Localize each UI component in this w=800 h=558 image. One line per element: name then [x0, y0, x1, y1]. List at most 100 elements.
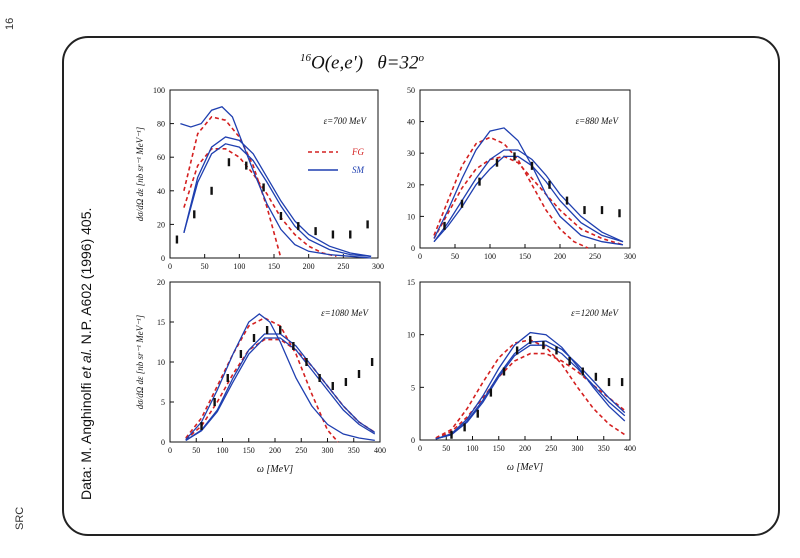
slide-frame [62, 36, 780, 536]
data-point [489, 388, 493, 397]
data-point [450, 430, 453, 439]
x-tick-label: 250 [589, 252, 601, 261]
data-point [583, 206, 586, 215]
x-tick-label: 200 [269, 446, 281, 455]
data-point [463, 423, 466, 432]
sm-curve [185, 333, 376, 441]
fg-curve [185, 317, 339, 443]
sm-curve [183, 143, 372, 257]
data-point [529, 335, 532, 344]
y-tick-label: 50 [407, 86, 415, 95]
y-tick-label: 20 [157, 220, 165, 229]
data-point [620, 378, 624, 387]
data-point [530, 161, 534, 170]
data-point [594, 372, 598, 381]
y-tick-label: 15 [407, 278, 415, 287]
x-tick-label: 200 [519, 444, 531, 453]
panel-2-frame [419, 89, 631, 249]
data-point [227, 158, 231, 167]
y-axis-label: dσ/dΩ dε [nb sr⁻¹ MeV⁻¹] [135, 126, 145, 221]
data-point [565, 196, 569, 205]
data-point [262, 183, 265, 192]
data-point [279, 326, 282, 334]
angle-degree: o [418, 52, 424, 64]
data-point [297, 222, 300, 231]
x-tick-label: 150 [493, 444, 505, 453]
fg-curve [183, 116, 282, 259]
x-tick-label: 150 [243, 446, 255, 455]
data-point [331, 382, 334, 390]
data-point [555, 346, 558, 355]
y-tick-label: 10 [407, 212, 415, 221]
energy-label: ε=700 MeV [324, 116, 368, 126]
data-point [213, 398, 216, 406]
x-tick-label: 300 [372, 262, 384, 271]
x-tick-label: 200 [554, 252, 566, 261]
x-tick-label: 300 [572, 444, 584, 453]
data-point [210, 186, 213, 195]
energy-label: ε=1080 MeV [321, 308, 369, 318]
angle: θ=32 [377, 52, 419, 74]
data-point [239, 350, 243, 358]
x-tick-label: 100 [484, 252, 496, 261]
sm-curve [433, 127, 624, 246]
x-tick-label: 100 [233, 262, 245, 271]
energy-label: ε=1200 MeV [571, 308, 619, 318]
y-tick-label: 0 [161, 254, 165, 263]
data-point [305, 358, 308, 366]
y-tick-label: 10 [157, 358, 165, 367]
y-tick-label: 0 [411, 436, 415, 445]
x-tick-label: 100 [217, 446, 229, 455]
data-point [349, 230, 352, 239]
x-tick-label: 50 [201, 262, 209, 271]
legend-sm-label: SM [352, 165, 365, 175]
y-tick-label: 20 [407, 181, 415, 190]
sm-curve [435, 331, 626, 440]
x-tick-label: 350 [348, 446, 360, 455]
x-tick-label: 150 [519, 252, 531, 261]
y-tick-label: 5 [411, 383, 415, 392]
x-tick-label: 300 [322, 446, 334, 455]
fg-curve [183, 148, 337, 258]
panel-4-frame [419, 281, 631, 441]
data-point [200, 422, 203, 430]
sm-curve [183, 136, 372, 257]
data-point [193, 210, 196, 219]
data-point [581, 367, 584, 376]
x-tick-label: 250 [545, 444, 557, 453]
data-point [292, 342, 295, 350]
x-tick-label: 0 [168, 262, 172, 271]
fg-curve [185, 338, 376, 441]
y-tick-label: 40 [157, 187, 165, 196]
data-point [618, 209, 621, 218]
x-tick-label: 150 [268, 262, 280, 271]
x-tick-label: 200 [303, 262, 315, 271]
data-point [265, 326, 269, 334]
data-point [600, 206, 604, 215]
y-tick-label: 60 [157, 153, 165, 162]
data-point [314, 227, 317, 236]
x-tick-label: 400 [374, 446, 386, 455]
sm-curve [185, 337, 376, 441]
x-tick-label: 0 [168, 446, 172, 455]
panel-3-frame [169, 281, 381, 443]
data-point [344, 378, 348, 386]
data-point [542, 341, 545, 350]
y-tick-label: 0 [411, 244, 415, 253]
sm-curve [185, 313, 375, 442]
x-tick-label: 400 [624, 444, 636, 453]
data-point [318, 374, 321, 382]
data-point [502, 367, 506, 376]
y-axis-label: dσ/dΩ dε [nb sr⁻¹ MeV⁻¹] [135, 314, 145, 409]
data-point [370, 358, 374, 366]
data-point [366, 220, 369, 229]
energy-label: ε=880 MeV [576, 116, 620, 126]
x-tick-label: 0 [418, 252, 422, 261]
y-tick-label: 0 [161, 438, 165, 447]
x-axis-label: ω [MeV] [257, 464, 293, 475]
data-point [279, 212, 283, 220]
y-tick-label: 80 [157, 120, 165, 129]
data-point [357, 370, 361, 378]
x-tick-label: 100 [467, 444, 479, 453]
y-tick-label: 20 [157, 278, 165, 287]
